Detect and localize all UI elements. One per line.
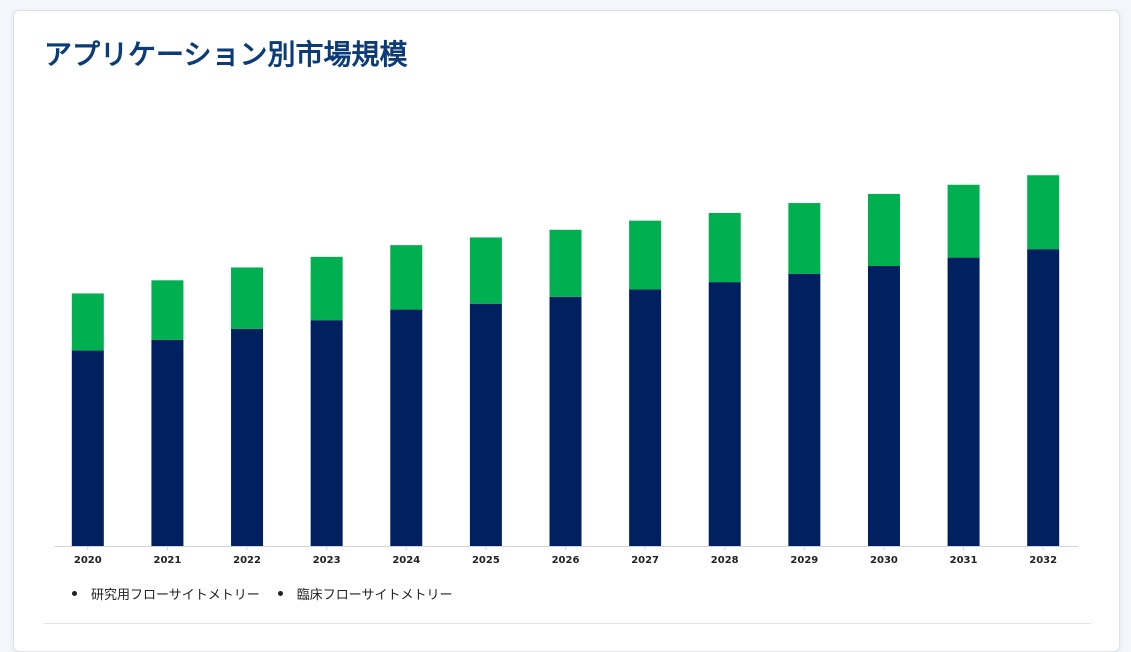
x-tick-label: 2032 [1029, 555, 1057, 566]
legend-label-clinical: 臨床フローサイトメトリー [296, 588, 453, 603]
bar-research-2026[interactable] [549, 296, 582, 546]
card-divider [44, 623, 1091, 624]
x-tick-label: 2022 [233, 555, 261, 566]
bar-research-2028[interactable] [708, 282, 741, 546]
bar-research-2029[interactable] [788, 273, 821, 546]
x-tick-label: 2025 [472, 555, 500, 566]
x-tick-label: 2026 [552, 555, 580, 566]
bar-clinical-2023[interactable] [310, 256, 343, 321]
bar-clinical-2029[interactable] [788, 203, 821, 274]
x-tick-label: 2023 [313, 555, 341, 566]
bar-research-2031[interactable] [947, 257, 980, 546]
bar-clinical-2025[interactable] [469, 237, 502, 304]
bar-research-2030[interactable] [867, 266, 900, 546]
bar-clinical-2032[interactable] [1027, 175, 1060, 250]
bar-clinical-2024[interactable] [390, 245, 423, 310]
legend-label-research: 研究用フローサイトメトリー [91, 588, 260, 603]
x-tick-label: 2027 [631, 555, 659, 566]
legend-bullet [277, 591, 283, 596]
bar-research-2027[interactable] [629, 289, 662, 546]
bar-research-2022[interactable] [231, 328, 264, 546]
x-tick-label: 2028 [711, 555, 739, 566]
bar-chart: 2020 2021 2022 2023 2024 2025 2026 2027 2028 2029… [55, 175, 1078, 566]
bar-research-2025[interactable] [469, 303, 502, 546]
bar-clinical-2021[interactable] [151, 280, 184, 340]
legend-item-clinical[interactable]: 臨床フローサイトメトリー [277, 584, 453, 603]
bar-research-2023[interactable] [310, 320, 343, 546]
bar-clinical-2028[interactable] [708, 212, 741, 283]
x-tick-label: 2021 [154, 555, 182, 566]
bar-clinical-2026[interactable] [549, 229, 582, 297]
bar-research-2020[interactable] [71, 350, 104, 546]
bar-clinical-2031[interactable] [947, 184, 980, 258]
x-tick-label: 2030 [870, 555, 898, 566]
x-tick-label: 2029 [790, 555, 818, 566]
bar-clinical-2022[interactable] [231, 267, 264, 329]
bar-research-2021[interactable] [151, 339, 184, 546]
chart-card: アプリケーション別市場規模 2020 2021 2022 2023 2024 2025 20… [13, 10, 1120, 652]
bar-clinical-2027[interactable] [629, 220, 662, 290]
bar-clinical-2030[interactable] [867, 193, 900, 267]
bar-research-2032[interactable] [1027, 249, 1060, 546]
x-tick-label: 2024 [392, 555, 420, 566]
bar-research-2024[interactable] [390, 309, 423, 546]
x-tick-label: 2020 [74, 555, 102, 566]
x-tick-label: 2031 [950, 555, 978, 566]
legend-item-research[interactable]: 研究用フローサイトメトリー [72, 584, 260, 603]
legend-bullet [72, 591, 77, 596]
chart-legend: 研究用フローサイトメトリー 臨床フローサイトメトリー [72, 584, 453, 603]
chart-title: アプリケーション別市場規模 [44, 38, 408, 71]
bar-clinical-2020[interactable] [71, 293, 104, 351]
